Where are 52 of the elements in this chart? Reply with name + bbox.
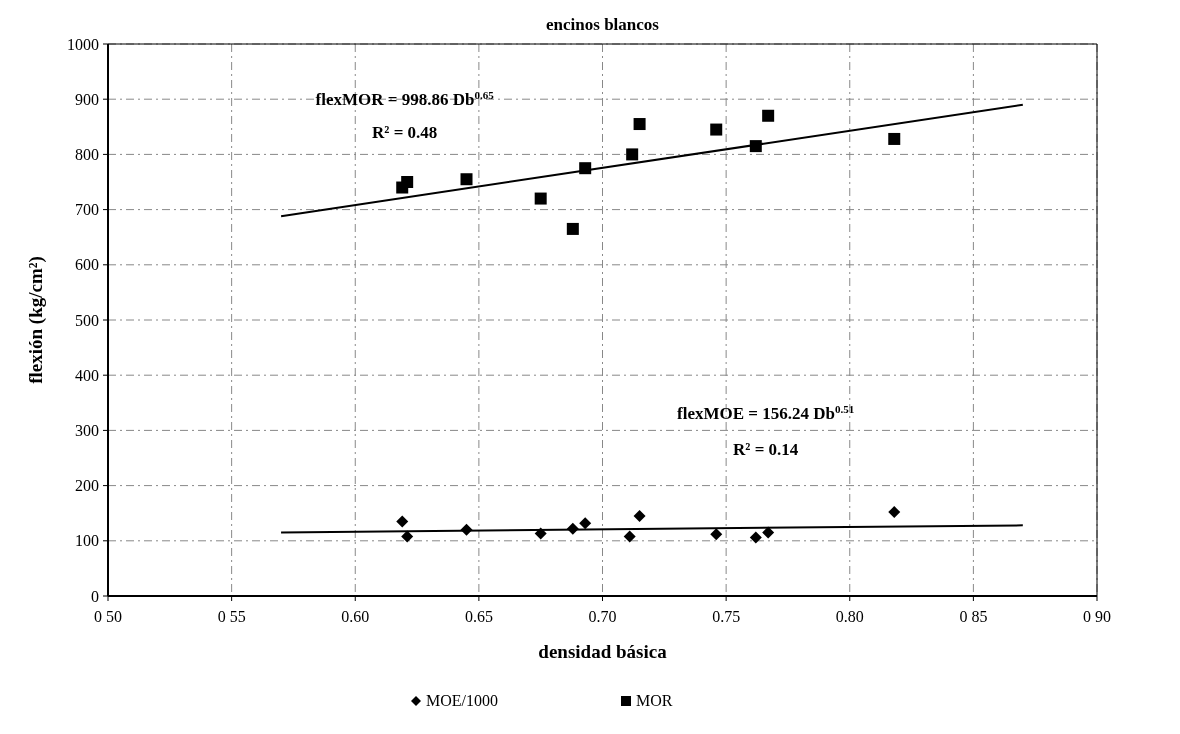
x-axis-title: densidad básica — [538, 641, 668, 662]
point — [762, 109, 775, 122]
point — [633, 509, 646, 522]
point — [888, 506, 901, 519]
x-tick-label: 0.60 — [341, 608, 370, 625]
point — [401, 176, 414, 188]
point — [710, 123, 723, 136]
annotation: flexMOE = 156.24 Db$^{0.51}$ — [677, 403, 855, 424]
point — [566, 522, 579, 535]
point — [579, 517, 592, 530]
point — [460, 173, 473, 186]
point — [401, 530, 414, 543]
legend-label: MOR — [636, 692, 673, 709]
y-tick-label: 700 — [75, 201, 99, 219]
y-tick-label: 1000 — [67, 35, 99, 53]
y-tick-label: 500 — [75, 311, 99, 329]
point — [749, 531, 762, 544]
y-tick-label: 0 — [91, 587, 99, 605]
y-tick-label: 400 — [75, 366, 99, 384]
annotation: R² = 0.48 — [372, 122, 438, 142]
x-tick-label: 0.80 — [835, 608, 864, 625]
point — [579, 162, 592, 175]
point — [566, 222, 579, 235]
x-tick-label: 0.70 — [588, 608, 617, 625]
x-tick-label: 0 50 — [94, 608, 122, 625]
point — [633, 118, 646, 131]
y-axis-title: flexión (kg/cm²) — [25, 256, 47, 384]
y-tick-label: 900 — [75, 90, 99, 108]
y-tick-label: 200 — [75, 477, 99, 495]
point — [888, 132, 901, 145]
x-tick-label: 0 55 — [217, 608, 246, 625]
point — [396, 515, 409, 528]
annotation: flexMOR = 998.86 Db$^{0.65}$ — [315, 88, 495, 109]
x-tick-label: 0 85 — [959, 608, 988, 625]
y-tick-label: 300 — [75, 422, 99, 439]
y-tick-label: 800 — [75, 146, 99, 163]
y-tick-label: 600 — [75, 256, 99, 274]
point — [749, 140, 762, 153]
legend-label: MOE/1000 — [426, 692, 498, 709]
point — [710, 528, 723, 541]
point — [623, 530, 636, 543]
point — [762, 526, 775, 539]
point — [534, 192, 547, 205]
y-tick-label: 100 — [75, 532, 99, 550]
annotation: R² = 0.14 — [733, 440, 799, 460]
point — [460, 523, 473, 536]
point — [626, 148, 639, 161]
x-tick-label: 0.65 — [464, 608, 493, 625]
point — [534, 527, 547, 540]
chart-title: encinos blancos — [546, 15, 660, 34]
x-tick-label: 0.75 — [712, 608, 741, 625]
x-tick-label: 0 90 — [1083, 608, 1111, 625]
